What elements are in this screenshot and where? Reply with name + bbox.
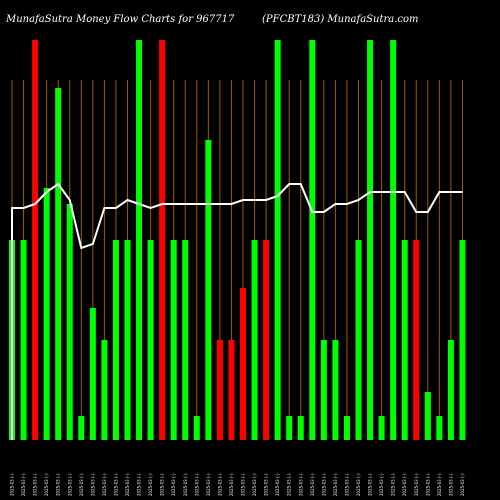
bar — [413, 240, 420, 440]
x-tick-label: 2025-03 (-) — [448, 473, 453, 496]
bar — [66, 204, 73, 440]
bar — [447, 340, 454, 440]
x-tick-label: 2025-03 (-) — [217, 473, 222, 496]
bar — [159, 40, 166, 440]
bar — [263, 240, 270, 440]
x-tick-label: 2025-03 (-) — [194, 473, 199, 496]
bar — [436, 416, 443, 440]
x-tick-label: 2025-03 (-) — [356, 473, 361, 496]
x-tick-label: 2025-03 (-) — [10, 473, 15, 496]
chart-title: MunafaSutra Money Flow Charts for 967717 — [5, 14, 235, 25]
x-tick-label: 2025-03 (-) — [298, 473, 303, 496]
money-flow-line-group — [11, 182, 463, 440]
x-tick-label: 2025-03 (-) — [56, 473, 61, 496]
x-tick-label: 2025-03 (-) — [310, 473, 315, 496]
x-tick-label: 2025-03 (-) — [379, 473, 384, 496]
bar — [147, 240, 154, 440]
bar — [216, 340, 223, 440]
bar — [228, 340, 235, 440]
x-tick-label: 2025-03 (-) — [137, 473, 142, 496]
x-tick-label: 2025-03 (-) — [113, 473, 118, 496]
bar — [112, 240, 119, 440]
bar — [390, 40, 397, 440]
bar — [32, 40, 39, 440]
bar — [378, 416, 385, 440]
bar — [401, 240, 408, 440]
x-tick-label: 2025-03 (-) — [391, 473, 396, 496]
bar — [170, 240, 177, 440]
x-tick-label: 2025-03 (-) — [79, 473, 84, 496]
x-tick-label: 2025-03 (-) — [229, 473, 234, 496]
bar — [459, 240, 466, 440]
x-tick-label: 2025-03 (-) — [264, 473, 269, 496]
bar — [367, 40, 374, 440]
bar — [78, 416, 85, 440]
x-tick-label: 2025-03 (-) — [44, 473, 49, 496]
bar — [309, 40, 316, 440]
x-tick-label: 2025-03 (-) — [206, 473, 211, 496]
x-tick-label: 2025-03 (-) — [368, 473, 373, 496]
bar — [274, 40, 281, 440]
x-tick-label: 2025-03 (-) — [321, 473, 326, 496]
x-tick-label: 2025-03 (-) — [275, 473, 280, 496]
bar — [240, 288, 246, 440]
bars — [9, 40, 466, 440]
x-tick-label: 2025-03 (-) — [171, 473, 176, 496]
x-tick-labels: 2025-03 (-) 2025-03 (-) 2025-03 (-) 2025-03… — [10, 473, 465, 496]
money-flow-line — [11, 182, 463, 440]
x-tick-label: 2025-03 (-) — [287, 473, 292, 496]
bar — [320, 340, 327, 440]
x-tick-label: 2025-03 (-) — [33, 473, 38, 496]
bar — [182, 240, 189, 440]
x-tick-label: 2025-03 (-) — [125, 473, 130, 496]
x-tick-label: 2025-03 (-) — [252, 473, 257, 496]
x-tick-label: 2025-03 (-) — [90, 473, 95, 496]
bar — [193, 416, 200, 440]
bar — [332, 340, 339, 440]
bar — [89, 308, 96, 440]
x-tick-label: 2025-03 (-) — [460, 473, 465, 496]
bar — [355, 240, 362, 440]
bar — [43, 188, 50, 440]
x-tick-label: 2025-03 (-) — [402, 473, 407, 496]
x-tick-label: 2025-03 (-) — [241, 473, 246, 496]
x-tick-label: 2025-03 (-) — [102, 473, 107, 496]
chart-subtitle: (PFCBT183) MunafaSutra.com — [262, 14, 418, 25]
bar — [55, 88, 62, 440]
bar — [136, 40, 143, 440]
bar — [251, 240, 258, 440]
x-tick-label: 2025-03 (-) — [148, 473, 153, 496]
bar — [101, 340, 108, 440]
bar — [297, 416, 304, 440]
x-tick-label: 2025-03 (-) — [414, 473, 419, 496]
bar — [205, 140, 212, 440]
bar — [20, 240, 27, 440]
x-tick-label: 2025-03 (-) — [160, 473, 165, 496]
x-tick-label: 2025-03 (-) — [437, 473, 442, 496]
bar — [124, 240, 131, 440]
bar — [424, 392, 431, 440]
bar — [343, 416, 350, 440]
x-tick-label: 2025-03 (-) — [344, 473, 349, 496]
x-tick-label: 2025-03 (-) — [67, 473, 72, 496]
bar — [286, 416, 293, 440]
x-tick-label: 2025-03 (-) — [425, 473, 430, 496]
x-tick-label: 2025-03 (-) — [183, 473, 188, 496]
x-tick-label: 2025-03 (-) — [333, 473, 338, 496]
x-tick-label: 2025-03 (-) — [21, 473, 26, 496]
